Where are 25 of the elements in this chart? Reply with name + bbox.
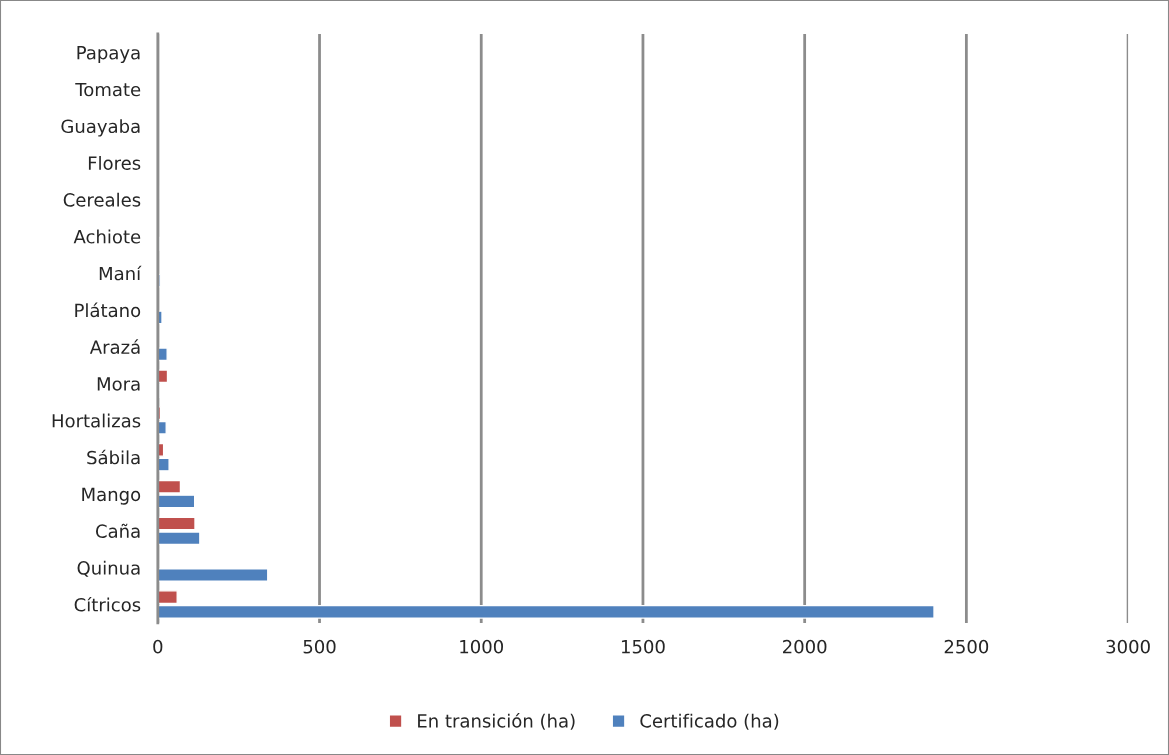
legend-label: En transición (ha) [418,713,575,730]
x-tick-label: 0 [153,639,163,654]
x-tick-label: 500 [303,639,336,654]
y-tick-label: Hortalizas [52,413,141,428]
y-tick-label: Sábila [87,449,140,465]
y-tick-label: Guayaba [61,119,140,137]
x-tick-label: 2500 [944,639,989,654]
y-tick-label: Quinua [77,560,140,577]
y-tick-label: Tomate [75,82,141,97]
legend-label: Certificado (ha) [640,713,779,730]
x-tick-label: 1500 [621,639,665,654]
y-tick-label: Flores [88,155,141,170]
y-tick-label: Cítricos [74,596,141,612]
y-tick-label: Papaya [77,46,140,63]
y-tick-label: Plátano [75,302,141,318]
y-tick-label: Maní [99,265,142,281]
y-tick-label: Mora [97,377,140,391]
x-tick-label: 3000 [1106,639,1150,654]
y-tick-label: Arazá [89,339,140,354]
x-tick-label: 1000 [460,639,504,654]
y-tick-label: Mango [82,487,141,505]
y-tick-label: Caña [95,523,140,538]
y-tick-label: Cereales [63,192,141,207]
x-tick-label: 2000 [783,639,827,654]
y-tick-label: Achiote [73,229,141,244]
